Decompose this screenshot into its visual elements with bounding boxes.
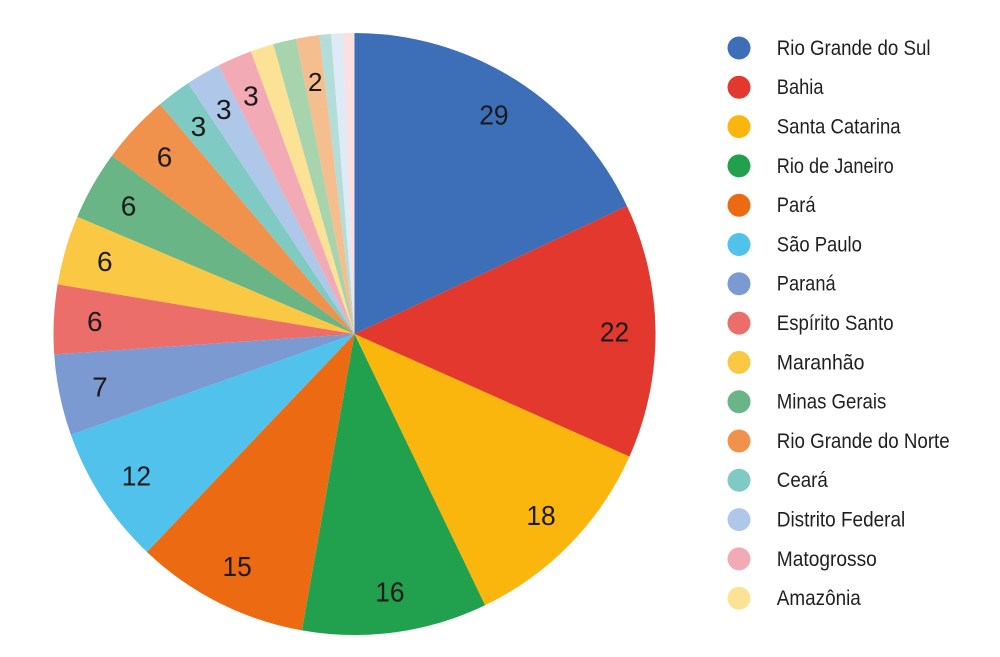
svg-text:15: 15 — [222, 551, 251, 582]
svg-text:Espírito Santo: Espírito Santo — [777, 312, 894, 335]
svg-text:6: 6 — [97, 246, 113, 277]
svg-text:Pará: Pará — [777, 194, 816, 217]
svg-text:2: 2 — [308, 67, 322, 97]
svg-text:Paraná: Paraná — [777, 273, 836, 296]
svg-text:Rio de Janeiro: Rio de Janeiro — [777, 155, 894, 178]
svg-text:3: 3 — [216, 94, 232, 125]
svg-text:Distrito Federal: Distrito Federal — [777, 509, 905, 532]
svg-text:22: 22 — [600, 316, 629, 347]
svg-text:Matogrosso: Matogrosso — [777, 548, 877, 571]
svg-text:São Paulo: São Paulo — [777, 233, 862, 256]
svg-text:Ceará: Ceará — [777, 469, 828, 492]
svg-text:6: 6 — [157, 141, 173, 172]
svg-text:Rio Grande do Sul: Rio Grande do Sul — [777, 37, 931, 60]
svg-text:Santa Catarina: Santa Catarina — [777, 116, 901, 139]
svg-text:7: 7 — [92, 372, 108, 403]
svg-text:Maranhão: Maranhão — [777, 351, 865, 374]
svg-text:Bahia: Bahia — [777, 76, 824, 99]
svg-text:18: 18 — [526, 500, 555, 531]
svg-text:29: 29 — [479, 99, 508, 130]
svg-text:16: 16 — [375, 576, 404, 607]
svg-text:12: 12 — [122, 460, 151, 491]
svg-text:3: 3 — [191, 111, 207, 142]
svg-text:Minas Gerais: Minas Gerais — [777, 391, 887, 414]
svg-text:3: 3 — [243, 80, 259, 111]
svg-text:6: 6 — [121, 190, 137, 221]
svg-text:6: 6 — [87, 306, 103, 337]
svg-text:Amazônia: Amazônia — [777, 587, 861, 610]
svg-text:Rio Grande do Norte: Rio Grande do Norte — [777, 430, 950, 453]
